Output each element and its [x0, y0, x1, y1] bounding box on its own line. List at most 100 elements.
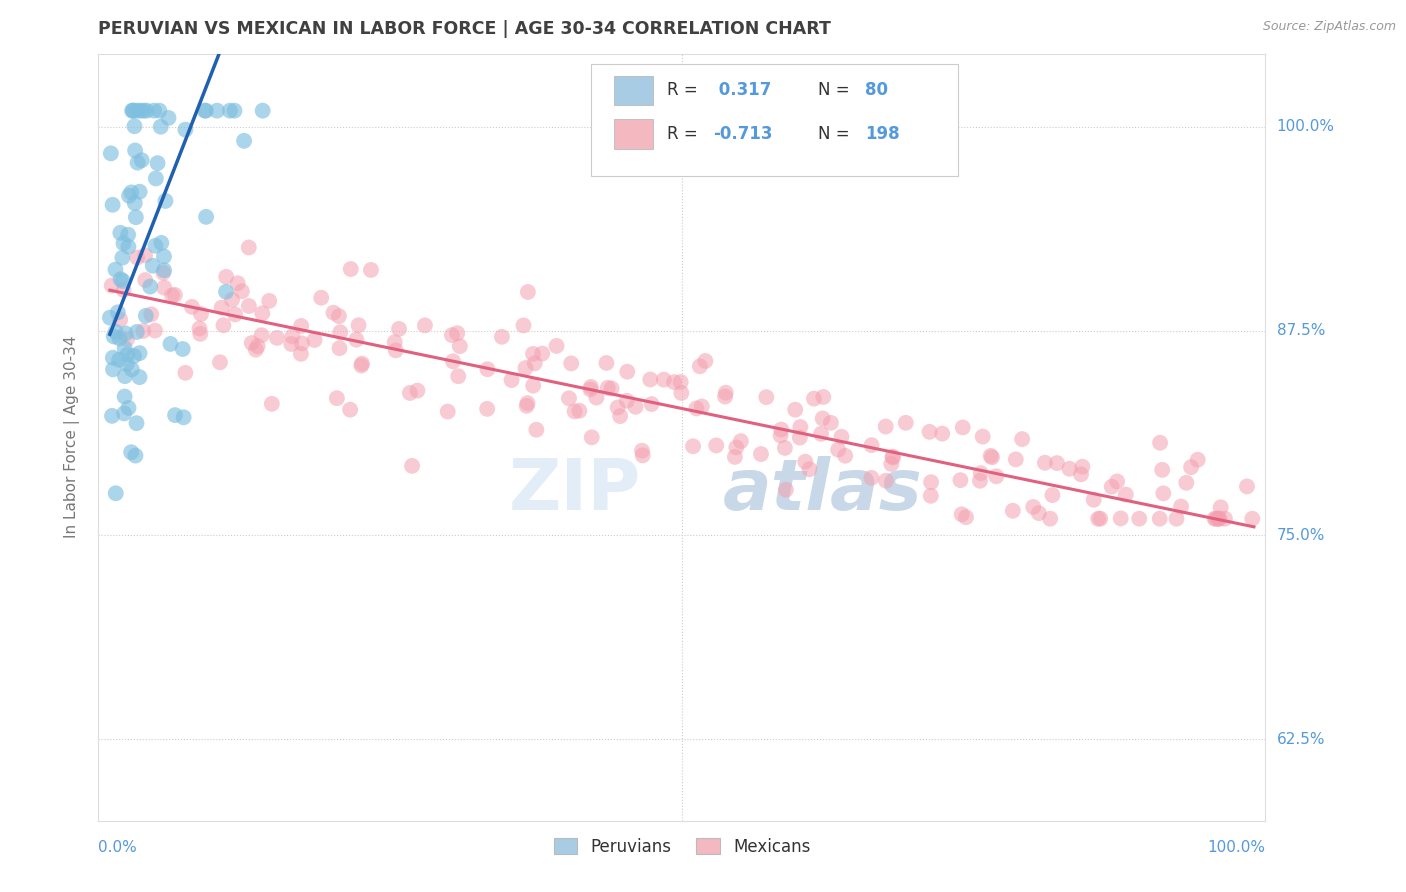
Point [122, 103, 145, 118]
Point [789, 430, 811, 444]
Point [188, 326, 211, 341]
Point [875, 419, 897, 434]
Point [1149, 435, 1171, 450]
Point [446, 326, 468, 341]
Point [172, 342, 194, 356]
Point [360, 263, 382, 277]
Point [121, 362, 143, 376]
Point [165, 408, 187, 422]
Point [212, 318, 235, 333]
Point [155, 194, 177, 208]
Point [1149, 511, 1171, 525]
Point [304, 333, 326, 347]
Point [152, 266, 174, 280]
Point [689, 359, 711, 374]
Point [347, 318, 370, 333]
Point [124, 119, 146, 133]
Point [153, 280, 176, 294]
Point [122, 103, 145, 118]
Point [238, 240, 260, 254]
Point [516, 396, 538, 410]
Point [671, 386, 693, 401]
Point [101, 362, 124, 376]
Point [1004, 452, 1026, 467]
Point [384, 343, 406, 358]
Point [436, 404, 458, 418]
Point [112, 236, 135, 251]
Point [794, 455, 817, 469]
Point [134, 273, 156, 287]
Point [100, 278, 122, 293]
Point [120, 186, 142, 200]
Point [749, 447, 772, 461]
Text: Source: ZipAtlas.com: Source: ZipAtlas.com [1263, 20, 1396, 33]
Point [215, 285, 238, 299]
Point [399, 386, 422, 401]
Point [1028, 506, 1050, 520]
Point [811, 411, 834, 425]
Point [523, 356, 546, 370]
Point [600, 381, 623, 395]
Point [114, 369, 136, 384]
Point [515, 361, 537, 376]
Point [221, 293, 243, 307]
Point [631, 448, 654, 462]
Point [128, 185, 150, 199]
Point [1087, 511, 1109, 525]
Point [773, 441, 796, 455]
Point [339, 262, 361, 277]
Point [127, 155, 149, 169]
Text: 80: 80 [865, 81, 889, 99]
Point [769, 428, 792, 442]
Text: 100.0%: 100.0% [1208, 840, 1265, 855]
Point [132, 324, 155, 338]
Point [1152, 463, 1174, 477]
Point [98, 310, 121, 325]
Point [246, 339, 269, 353]
Point [135, 309, 157, 323]
Point [127, 103, 149, 118]
Point [1042, 488, 1064, 502]
Point [114, 341, 136, 355]
Point [704, 438, 727, 452]
Point [112, 406, 135, 420]
Point [803, 392, 825, 406]
Point [413, 318, 436, 333]
Point [813, 390, 835, 404]
Point [820, 416, 842, 430]
Point [401, 458, 423, 473]
Point [135, 103, 157, 118]
Point [616, 393, 638, 408]
Point [173, 410, 195, 425]
Point [104, 262, 127, 277]
Point [125, 416, 148, 430]
Point [441, 354, 464, 368]
Bar [614, 120, 652, 149]
Point [558, 392, 581, 406]
Point [880, 457, 903, 471]
Point [107, 305, 129, 319]
Point [501, 373, 523, 387]
Text: ZIP: ZIP [509, 457, 641, 525]
Point [1083, 492, 1105, 507]
Point [1236, 479, 1258, 493]
Point [969, 474, 991, 488]
Point [108, 312, 131, 326]
Point [875, 474, 897, 488]
Point [980, 449, 1002, 463]
Point [252, 103, 274, 118]
Point [104, 325, 127, 339]
Text: PERUVIAN VS MEXICAN IN LABOR FORCE | AGE 30-34 CORRELATION CHART: PERUVIAN VS MEXICAN IN LABOR FORCE | AGE… [98, 21, 831, 38]
Text: 198: 198 [865, 125, 900, 143]
Point [350, 357, 373, 371]
Point [384, 335, 406, 350]
Point [111, 251, 134, 265]
Point [950, 508, 973, 522]
Point [281, 329, 304, 343]
Point [631, 443, 654, 458]
Point [477, 362, 499, 376]
Point [1022, 500, 1045, 514]
Point [949, 473, 972, 487]
Legend: Peruvians, Mexicans: Peruvians, Mexicans [547, 830, 817, 863]
Point [208, 355, 231, 369]
